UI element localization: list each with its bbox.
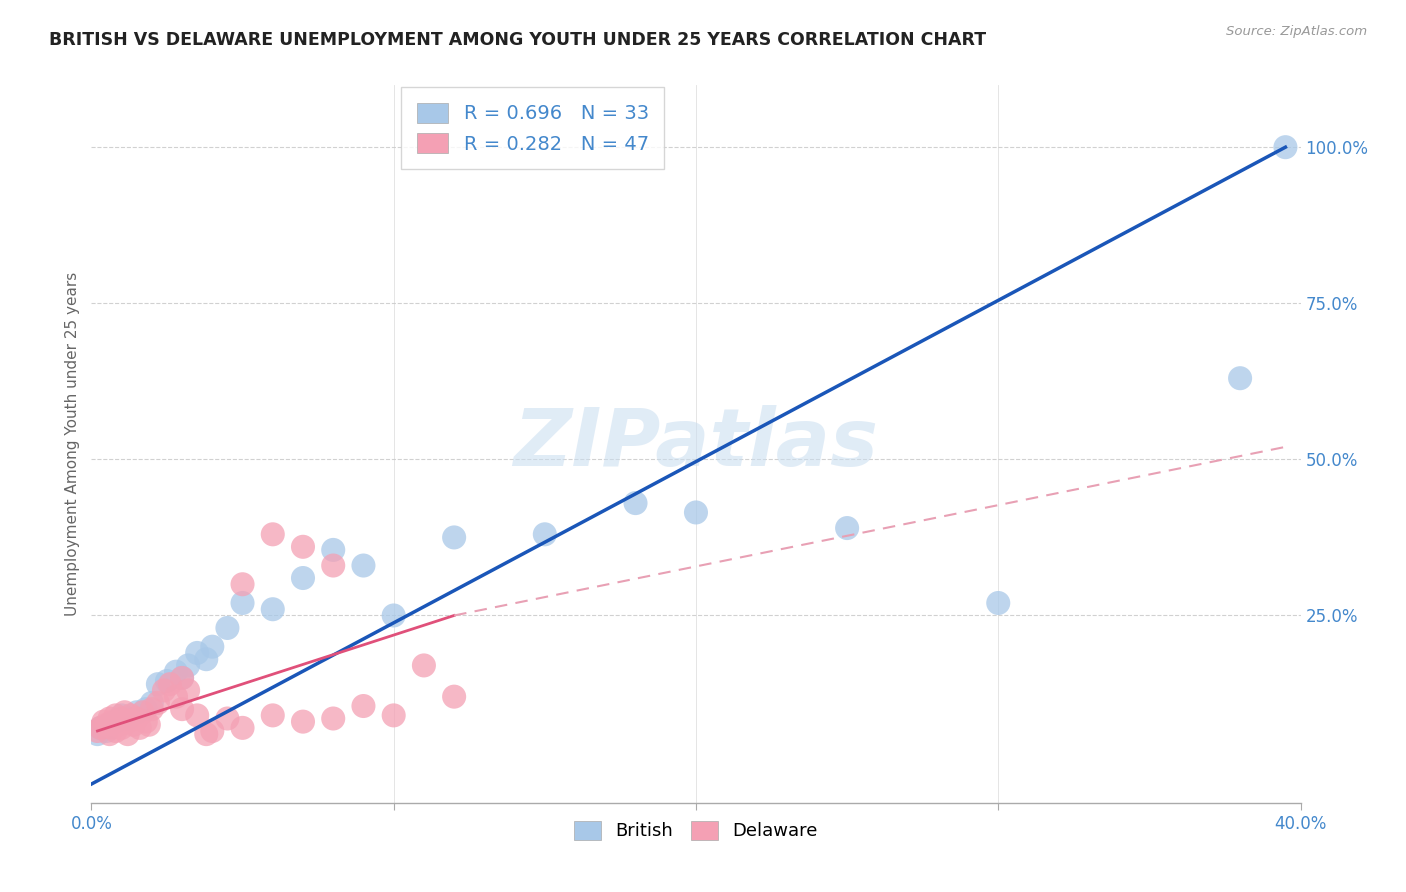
Point (125, 712, 148, 726)
Point (231, 577, 253, 591)
Point (122, 717, 145, 731)
Point (125, 705, 148, 719)
Point (231, 721, 253, 735)
Point (135, 702, 157, 716)
Point (138, 717, 160, 731)
Point (111, 708, 132, 723)
Point (322, 542, 344, 557)
Point (114, 705, 136, 719)
Point (195, 652, 218, 666)
Point (533, 527, 555, 541)
Point (172, 671, 194, 685)
Point (292, 571, 315, 585)
Point (201, 724, 224, 739)
Point (153, 683, 176, 698)
Point (146, 677, 169, 691)
Point (146, 696, 169, 710)
Point (98, 712, 121, 726)
Point (231, 596, 253, 610)
Text: Source: ZipAtlas.com: Source: ZipAtlas.com (1226, 25, 1367, 38)
Point (86, 727, 108, 741)
Point (132, 705, 155, 719)
Point (101, 721, 124, 735)
Point (107, 717, 129, 731)
Point (128, 721, 150, 735)
Point (443, 530, 465, 544)
Point (86, 724, 108, 739)
Point (382, 708, 405, 723)
Point (322, 558, 344, 573)
Point (835, 521, 858, 535)
Point (117, 714, 139, 729)
Point (104, 724, 127, 739)
Point (135, 714, 157, 729)
Point (292, 714, 315, 729)
Point (685, 505, 707, 519)
Legend: British, Delaware: British, Delaware (567, 814, 825, 847)
Point (96, 724, 118, 739)
Point (165, 665, 187, 679)
Point (172, 702, 194, 716)
Point (111, 721, 132, 735)
Point (156, 674, 179, 689)
Point (98, 727, 121, 741)
Point (624, 496, 647, 510)
Point (141, 702, 163, 716)
Point (217, 712, 239, 726)
Point (262, 527, 284, 541)
Point (217, 621, 239, 635)
Point (159, 677, 181, 691)
Point (262, 708, 284, 723)
Point (117, 712, 139, 726)
Text: ZIPatlas: ZIPatlas (513, 405, 879, 483)
Point (186, 708, 208, 723)
Y-axis label: Unemployment Among Youth under 25 years: Unemployment Among Youth under 25 years (65, 272, 80, 615)
Point (120, 708, 142, 723)
Point (987, 596, 1010, 610)
Point (165, 690, 187, 704)
Point (352, 558, 374, 573)
Point (89, 721, 111, 735)
Point (201, 640, 224, 654)
Point (101, 714, 124, 729)
Point (96, 717, 118, 731)
Point (352, 699, 374, 714)
Point (93, 714, 115, 729)
Point (141, 696, 163, 710)
Point (382, 608, 405, 623)
Point (172, 671, 194, 685)
Point (443, 690, 465, 704)
Point (177, 683, 200, 698)
Point (117, 727, 139, 741)
Point (292, 540, 315, 554)
Point (413, 658, 436, 673)
Text: BRITISH VS DELAWARE UNEMPLOYMENT AMONG YOUTH UNDER 25 YEARS CORRELATION CHART: BRITISH VS DELAWARE UNEMPLOYMENT AMONG Y… (49, 31, 987, 49)
Point (322, 712, 344, 726)
Point (89, 721, 111, 735)
Point (98, 717, 121, 731)
Point (177, 658, 200, 673)
Point (104, 708, 127, 723)
Point (262, 602, 284, 616)
Point (104, 714, 127, 729)
Point (1274, 140, 1296, 154)
Point (111, 712, 132, 726)
Point (195, 727, 218, 741)
Point (1229, 371, 1251, 385)
Point (186, 646, 208, 660)
